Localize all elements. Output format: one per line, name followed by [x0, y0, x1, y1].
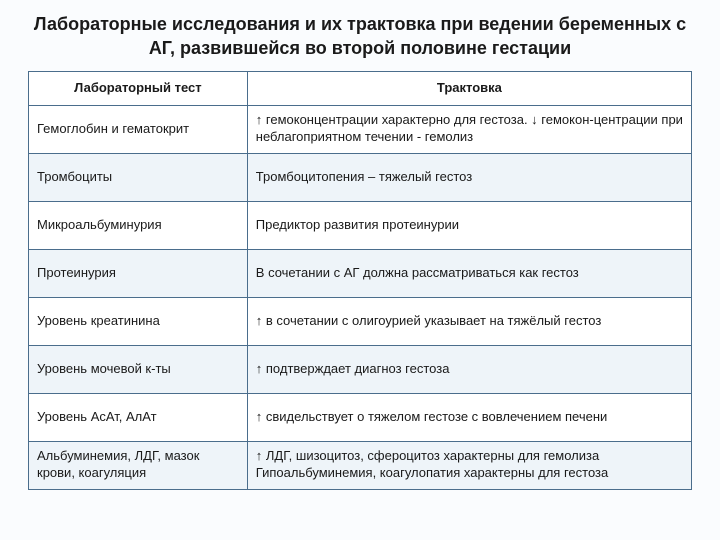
header-interp: Трактовка [247, 71, 691, 105]
table-row: Уровень АсАт, АлАт ↑ свидельствует о тяж… [29, 393, 692, 441]
table-row: Альбуминемия, ЛДГ, мазок крови, коагуляц… [29, 441, 692, 489]
cell-interp: ↑ ЛДГ, шизоцитоз, сфероцитоз характерны … [247, 441, 691, 489]
table-row: Протеинурия В сочетании с АГ должна расс… [29, 249, 692, 297]
cell-interp: Предиктор развития протеинурии [247, 201, 691, 249]
table-row: Микроальбуминурия Предиктор развития про… [29, 201, 692, 249]
cell-interp: ↑ гемоконцентрации характерно для гестоз… [247, 105, 691, 153]
header-test: Лабораторный тест [29, 71, 248, 105]
table-header-row: Лабораторный тест Трактовка [29, 71, 692, 105]
table-row: Уровень мочевой к-ты ↑ подтверждает диаг… [29, 345, 692, 393]
cell-interp: ↑ в сочетании с олигоурией указывает на … [247, 297, 691, 345]
cell-interp: ↑ подтверждает диагноз гестоза [247, 345, 691, 393]
cell-interp: ↑ свидельствует о тяжелом гестозе с вовл… [247, 393, 691, 441]
cell-test: Протеинурия [29, 249, 248, 297]
table-row: Уровень креатинина ↑ в сочетании с олиго… [29, 297, 692, 345]
cell-test: Тромбоциты [29, 153, 248, 201]
cell-test: Микроальбуминурия [29, 201, 248, 249]
page-title: Лабораторные исследования и их трактовка… [28, 12, 692, 61]
cell-test: Альбуминемия, ЛДГ, мазок крови, коагуляц… [29, 441, 248, 489]
lab-table: Лабораторный тест Трактовка Гемоглобин и… [28, 71, 692, 490]
table-row: Гемоглобин и гематокрит ↑ гемоконцентрац… [29, 105, 692, 153]
cell-interp: В сочетании с АГ должна рассматриваться … [247, 249, 691, 297]
cell-interp: Тромбоцитопения – тяжелый гестоз [247, 153, 691, 201]
cell-test: Уровень мочевой к-ты [29, 345, 248, 393]
cell-test: Уровень креатинина [29, 297, 248, 345]
cell-test: Гемоглобин и гематокрит [29, 105, 248, 153]
table-row: Тромбоциты Тромбоцитопения – тяжелый гес… [29, 153, 692, 201]
cell-test: Уровень АсАт, АлАт [29, 393, 248, 441]
